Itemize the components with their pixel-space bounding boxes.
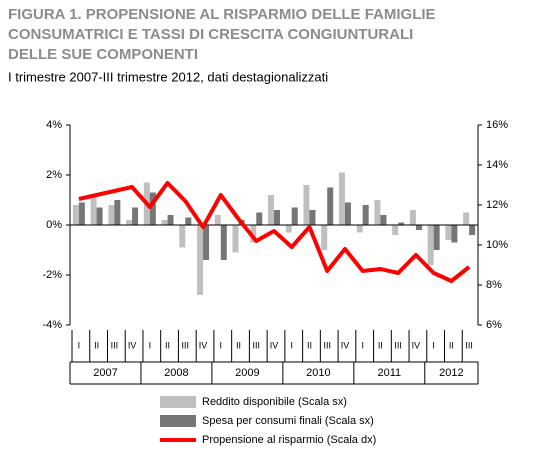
bar xyxy=(167,215,174,225)
year-label: 2010 xyxy=(306,367,330,379)
bar xyxy=(220,225,227,260)
bar xyxy=(398,222,405,225)
bar xyxy=(409,210,416,225)
bar xyxy=(309,210,316,225)
chart-title: DELLE SUE COMPONENTI xyxy=(8,46,198,63)
x-tick-label: III xyxy=(465,340,473,350)
bar xyxy=(445,225,452,240)
bar xyxy=(268,195,274,225)
bar xyxy=(96,207,103,225)
x-tick-label: II xyxy=(307,340,312,350)
x-tick-label: IV xyxy=(199,340,208,350)
legend-label: Reddito disponibile (Scala sx) xyxy=(202,396,347,408)
x-tick-label: II xyxy=(165,340,170,350)
bar xyxy=(427,225,434,265)
bar xyxy=(451,225,458,243)
x-tick-label: III xyxy=(323,340,331,350)
bar xyxy=(463,212,470,225)
bar xyxy=(415,225,422,230)
chart-title: FIGURA 1. PROPENSIONE AL RISPARMIO DELLE… xyxy=(8,6,436,23)
bar xyxy=(149,192,156,225)
bar xyxy=(291,207,298,225)
bar xyxy=(179,225,186,248)
y2-tick-label: 8% xyxy=(486,279,502,291)
year-label: 2009 xyxy=(235,367,259,379)
bar xyxy=(214,215,221,225)
y-tick-label: 0% xyxy=(46,219,62,231)
x-tick-label: II xyxy=(94,340,99,350)
x-tick-label: I xyxy=(220,340,223,350)
bar xyxy=(161,220,168,225)
bar xyxy=(78,202,85,225)
x-tick-label: IV xyxy=(270,340,279,350)
chart-subtitle: I trimestre 2007-III trimestre 2012, dat… xyxy=(8,69,328,84)
x-tick-label: I xyxy=(361,340,364,350)
x-tick-label: II xyxy=(449,340,454,350)
x-tick-label: I xyxy=(290,340,293,350)
x-tick-label: III xyxy=(394,340,402,350)
bar xyxy=(90,195,97,225)
bar xyxy=(469,225,476,235)
bar xyxy=(126,220,133,225)
y2-tick-label: 10% xyxy=(486,239,508,251)
y-tick-label: -4% xyxy=(42,319,62,331)
bar xyxy=(338,172,345,225)
year-label: 2008 xyxy=(164,367,188,379)
legend-swatch xyxy=(160,415,196,427)
line xyxy=(78,181,471,283)
bar xyxy=(380,215,387,225)
bar xyxy=(72,205,79,225)
bar xyxy=(185,217,192,225)
x-tick-label: III xyxy=(253,340,261,350)
y-tick-label: -2% xyxy=(42,269,62,281)
x-tick-label: I xyxy=(149,340,152,350)
legend-label: Spesa per consumi finali (Scala sx) xyxy=(202,415,374,427)
bar xyxy=(232,225,239,253)
year-label: 2011 xyxy=(377,367,401,379)
y-tick-label: 4% xyxy=(46,119,62,131)
legend-label: Propensione al risparmio (Scala dx) xyxy=(202,434,376,446)
x-tick-label: IV xyxy=(128,340,137,350)
bar xyxy=(197,225,204,295)
legend-swatch xyxy=(160,396,196,408)
y2-tick-label: 14% xyxy=(486,159,508,171)
bar xyxy=(321,225,328,250)
y2-tick-label: 12% xyxy=(486,199,508,211)
bar xyxy=(303,185,310,225)
bar xyxy=(362,205,369,225)
x-tick-label: IV xyxy=(412,340,421,350)
year-label: 2012 xyxy=(439,367,463,379)
bar xyxy=(108,205,115,225)
bar xyxy=(433,225,440,250)
bar xyxy=(256,212,263,225)
bar xyxy=(132,207,139,225)
bar xyxy=(274,210,280,225)
x-tick-label: I xyxy=(78,340,81,350)
x-tick-label: II xyxy=(378,340,383,350)
bar xyxy=(285,225,292,233)
bar xyxy=(392,225,399,235)
y2-tick-label: 6% xyxy=(486,319,502,331)
y2-tick-label: 16% xyxy=(486,119,508,131)
x-tick-label: III xyxy=(111,340,119,350)
bar xyxy=(250,225,257,243)
bar xyxy=(114,200,121,225)
year-label: 2007 xyxy=(93,367,117,379)
bar xyxy=(356,225,363,233)
y-tick-label: 2% xyxy=(46,169,62,181)
x-tick-label: I xyxy=(432,340,435,350)
bar xyxy=(327,187,334,225)
x-tick-label: IV xyxy=(341,340,350,350)
bar xyxy=(344,202,351,225)
x-tick-label: II xyxy=(236,340,241,350)
bar xyxy=(374,200,381,225)
chart-title: CONSUMATRICI E TASSI DI CRESCITA CONGIUN… xyxy=(8,26,413,43)
x-tick-label: III xyxy=(182,340,190,350)
bar xyxy=(203,225,210,260)
